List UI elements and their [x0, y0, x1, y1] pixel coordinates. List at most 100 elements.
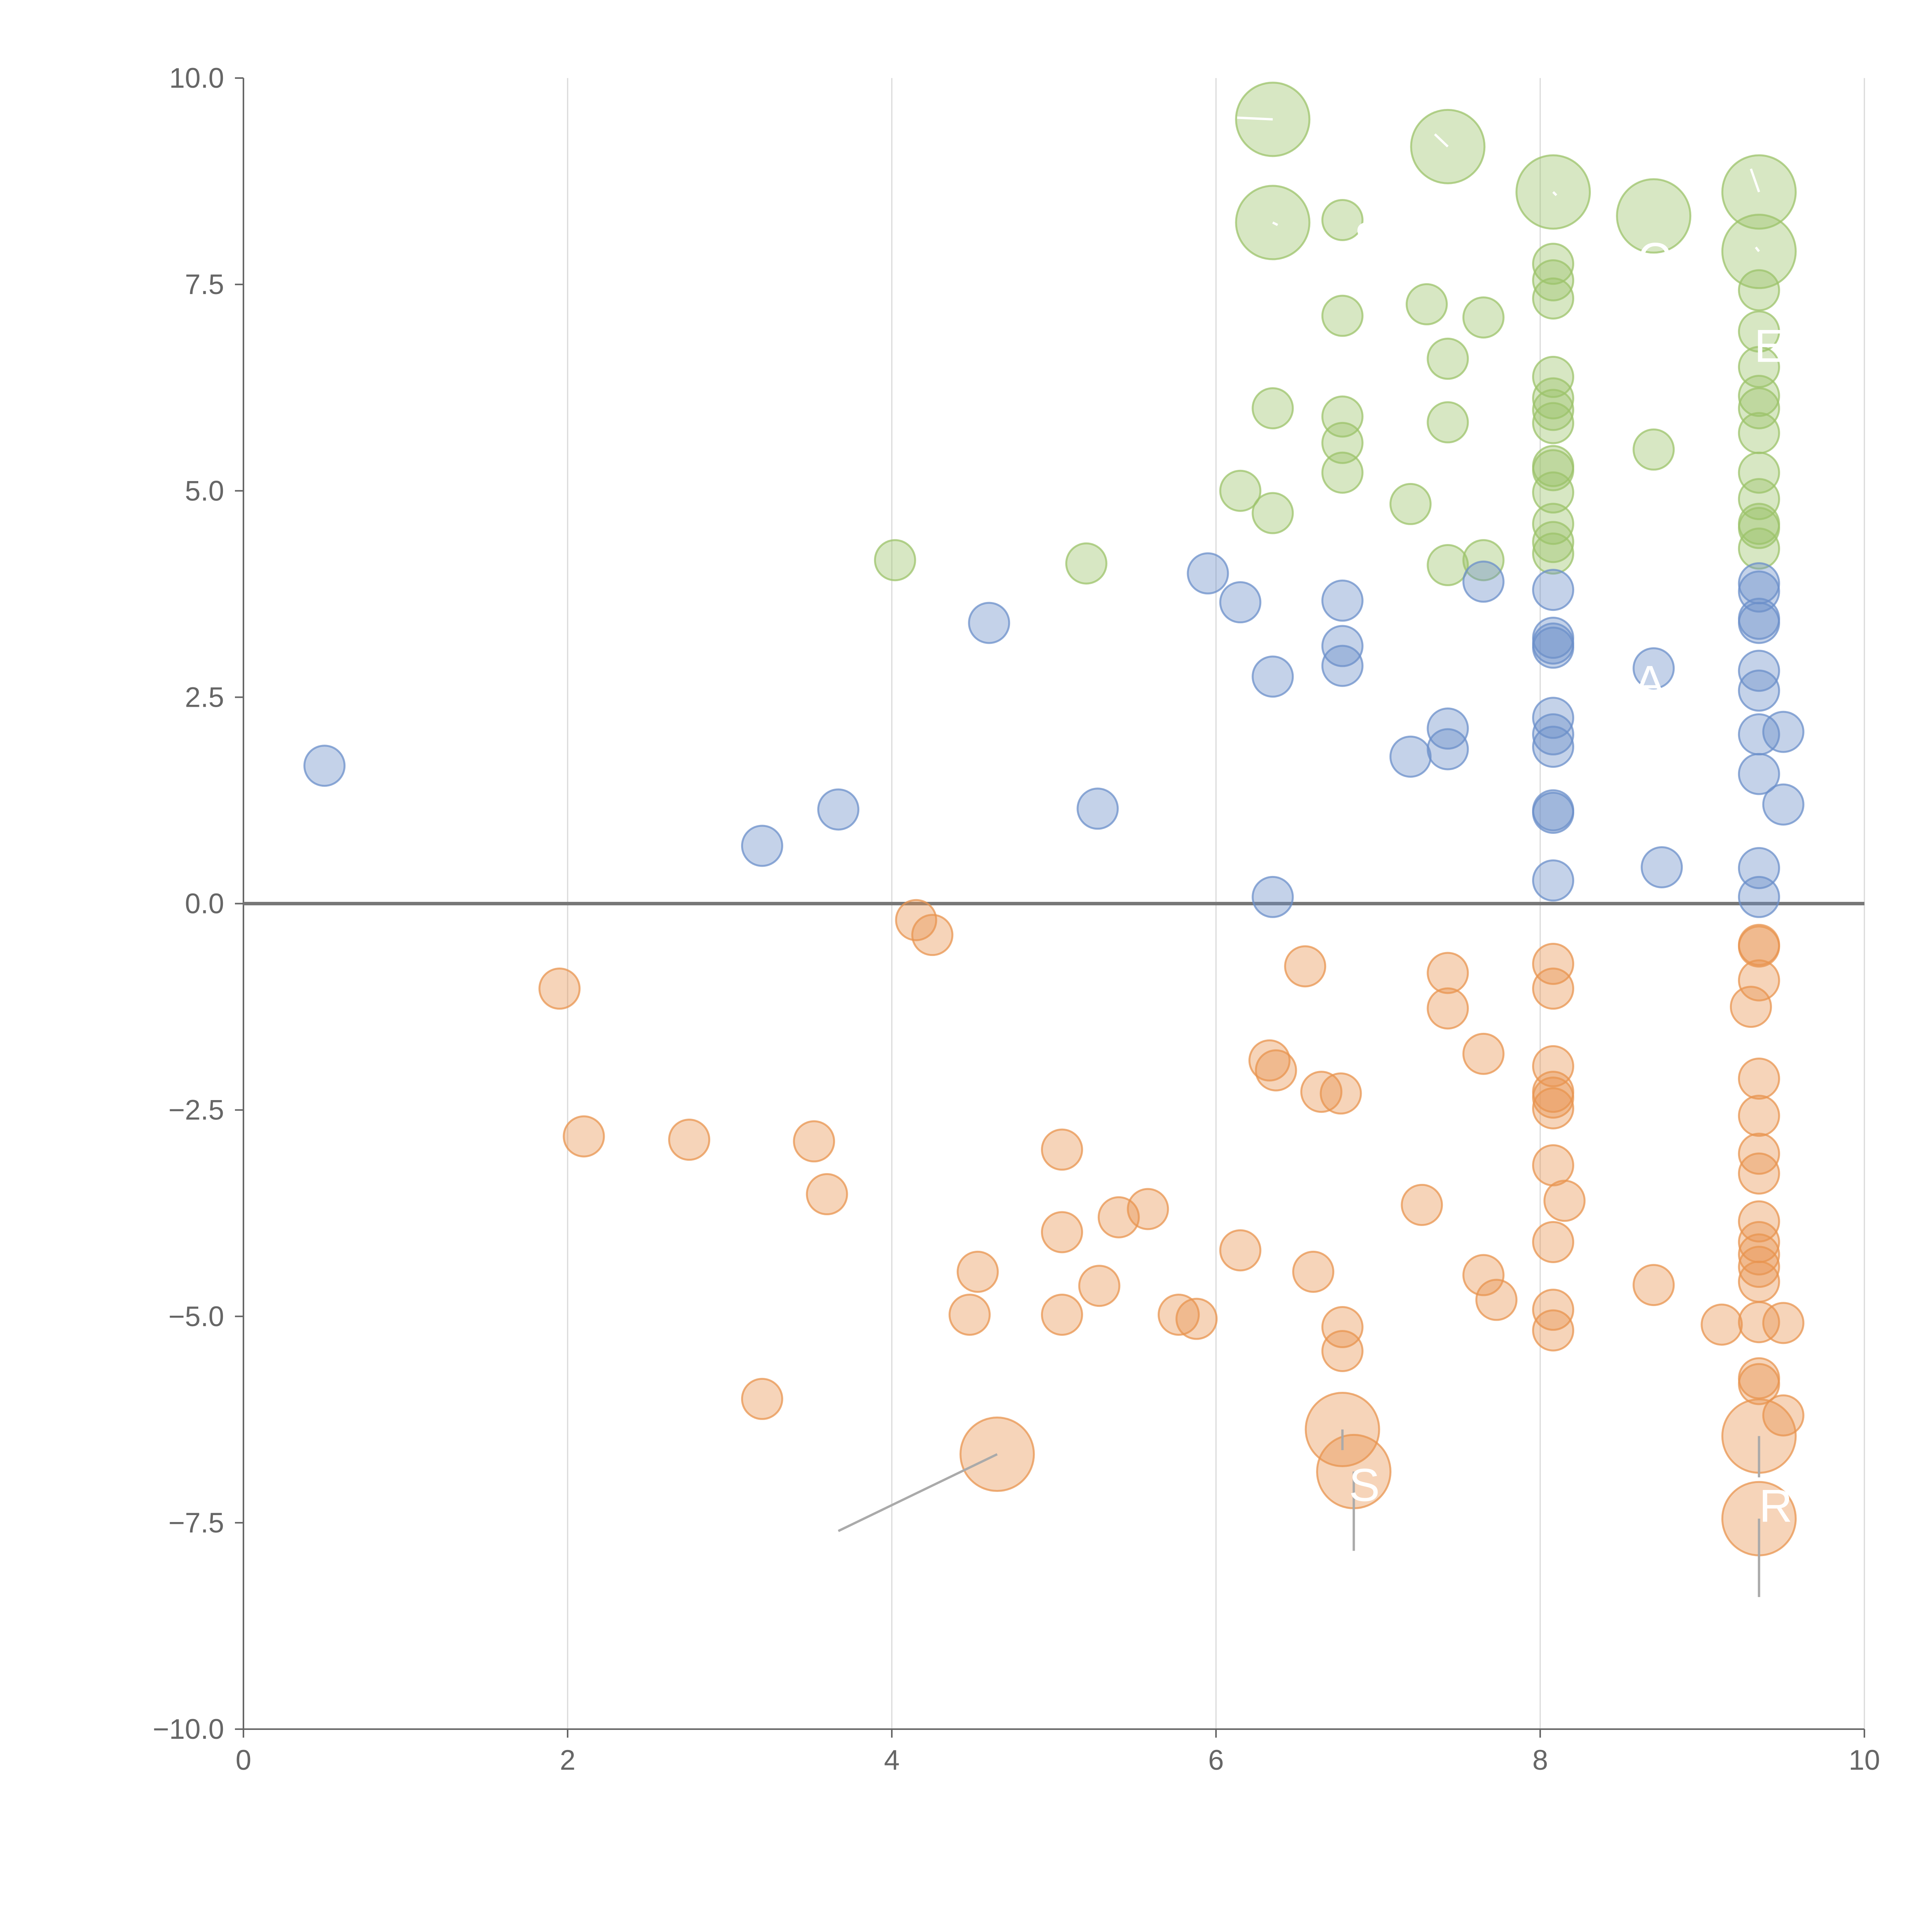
- blue-point: [1633, 647, 1675, 690]
- green-point: [1389, 483, 1432, 525]
- annotation-label: S: [1349, 1459, 1380, 1511]
- green-point: [1532, 277, 1575, 320]
- green-point: [1532, 503, 1575, 545]
- green-point: [1321, 451, 1364, 494]
- blue-point: [1762, 711, 1804, 753]
- x-tick-label: 2: [560, 1745, 576, 1776]
- orange-point: [1462, 1032, 1505, 1075]
- orange-point: [1320, 1072, 1362, 1115]
- green-point: [1532, 471, 1575, 514]
- orange-point: [1427, 952, 1469, 994]
- bubble-layer: [303, 82, 1804, 1556]
- annotation-label: A: [1634, 656, 1665, 708]
- green-point: [1738, 346, 1780, 388]
- orange-point: [741, 1378, 783, 1420]
- orange-point: [948, 1293, 991, 1336]
- blue-point: [1252, 655, 1294, 698]
- orange-point: [1532, 942, 1575, 985]
- leader-line: [1750, 168, 1760, 192]
- orange-point: [1041, 1211, 1083, 1253]
- x-tick-label: 8: [1532, 1745, 1548, 1776]
- orange-point: [1041, 1293, 1083, 1336]
- orange-point: [1532, 1087, 1575, 1129]
- blue-point: [1738, 669, 1780, 712]
- blue-point: [1321, 645, 1364, 687]
- green-point: [1321, 294, 1364, 337]
- green-point: [1532, 402, 1575, 444]
- label-layer: S C… E A S R: [1349, 213, 1793, 1532]
- orange-point: [1738, 1095, 1780, 1137]
- orange-point: [668, 1119, 711, 1161]
- x-tick-label: 4: [884, 1745, 900, 1776]
- orange-point: [1175, 1298, 1218, 1340]
- orange-point: [911, 914, 954, 956]
- orange-point: [1475, 1279, 1518, 1321]
- blue-point: [1532, 569, 1575, 611]
- orange-point: [806, 1173, 848, 1216]
- green-point: [1532, 521, 1575, 563]
- green-point: [1738, 269, 1780, 311]
- blue-point: [1462, 560, 1505, 603]
- orange-point: [1532, 1144, 1575, 1187]
- orange-point: [1738, 1152, 1780, 1195]
- green-point: [1738, 387, 1780, 430]
- orange-point: [1738, 1057, 1780, 1100]
- orange-point: [563, 1115, 605, 1158]
- blue-point: [1077, 787, 1119, 830]
- blue-point: [1762, 783, 1804, 826]
- orange-point: [1078, 1265, 1121, 1307]
- orange-point: [793, 1120, 835, 1163]
- green-point: [1427, 401, 1469, 444]
- orange-point: [1041, 1128, 1083, 1171]
- orange-point: [1284, 945, 1327, 988]
- y-tick-label: 5.0: [185, 475, 224, 507]
- green-point: [1738, 527, 1780, 570]
- green-point: [1252, 387, 1294, 430]
- blue-point: [1532, 726, 1575, 768]
- orange-point: [1633, 1264, 1675, 1306]
- green-point: [1219, 469, 1262, 512]
- blue-point: [1738, 876, 1780, 918]
- leader-layer: [838, 116, 1760, 1597]
- green-point: [1462, 539, 1505, 582]
- blue-point: [1738, 602, 1780, 644]
- green-point: [1532, 377, 1575, 420]
- green-point: [1321, 422, 1364, 464]
- green-point: [1738, 478, 1780, 520]
- green-point: [1427, 544, 1469, 587]
- orange-point: [1738, 1301, 1780, 1344]
- annotation-label: C…: [1638, 233, 1718, 285]
- blue-point: [1532, 859, 1575, 902]
- green-point: [1532, 449, 1575, 492]
- leader-line: [1552, 191, 1558, 196]
- orange-point: [956, 1250, 999, 1293]
- leader-line: [1272, 221, 1278, 226]
- y-tick-label: 7.5: [185, 269, 224, 300]
- annotation-label: E: [1754, 320, 1785, 372]
- y-tick-label: −2.5: [168, 1095, 224, 1126]
- blue-point: [1219, 581, 1262, 624]
- blue-point: [1321, 579, 1364, 622]
- orange-point: [1255, 1049, 1297, 1092]
- blue-point: [817, 788, 860, 831]
- blue-point: [1389, 735, 1432, 778]
- green-point: [1633, 428, 1675, 471]
- green-point: [1532, 259, 1575, 301]
- orange-point: [538, 968, 581, 1010]
- y-tick-label: 2.5: [185, 682, 224, 713]
- x-tick-label: 6: [1208, 1745, 1224, 1776]
- blue-point: [1532, 791, 1575, 834]
- orange-point: [1738, 1260, 1780, 1303]
- orange-point: [1532, 1045, 1575, 1087]
- blue-point: [1252, 876, 1294, 918]
- x-tick-label: 10: [1849, 1745, 1880, 1776]
- orange-point: [1158, 1293, 1200, 1336]
- green-point: [1738, 375, 1780, 417]
- orange-point: [1738, 959, 1780, 1002]
- leader-line: [838, 1453, 998, 1532]
- blue-point: [741, 825, 783, 867]
- green-point: [1065, 542, 1107, 585]
- y-tick-label: 0.0: [185, 888, 224, 920]
- orange-point: [1738, 1363, 1780, 1405]
